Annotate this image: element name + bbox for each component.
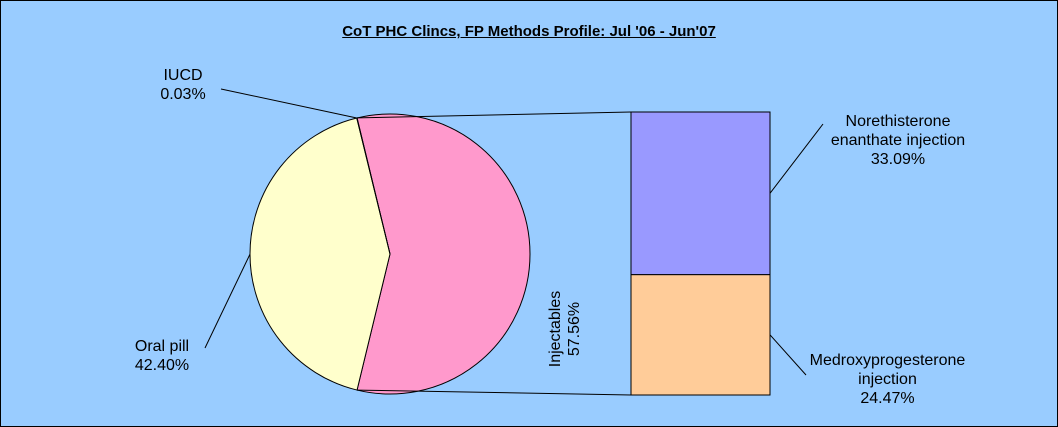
slice-label: Oral pill 42.40% xyxy=(102,337,222,375)
slice-label: IUCD 0.03% xyxy=(143,66,223,104)
leader-line xyxy=(357,111,632,119)
bar-label: Medroxyprogesterone injection 24.47% xyxy=(800,351,975,408)
bar-segment xyxy=(630,111,771,276)
label-line: 24.47% xyxy=(860,390,915,407)
label-line: 57.56% xyxy=(566,301,583,357)
leader-line xyxy=(204,253,251,349)
label-line: IUCD xyxy=(163,67,203,84)
label-line: Medroxyprogesterone injection xyxy=(809,352,966,388)
label-line: Injectables xyxy=(547,290,564,368)
label-line: 42.40% xyxy=(134,357,190,374)
label-line: 33.09% xyxy=(870,151,926,168)
chart-title: CoT PHC Clincs, FP Methods Profile: Jul … xyxy=(342,23,716,40)
pie-slice xyxy=(356,113,531,395)
slice-label: Injectables 57.56% xyxy=(546,284,584,374)
bar-segment xyxy=(630,274,771,396)
bar-label: Norethisterone enanthate injection 33.09% xyxy=(812,112,984,169)
leader-line xyxy=(220,88,357,119)
leader-line xyxy=(357,389,632,396)
leader-line xyxy=(769,334,807,376)
label-line: Norethisterone enanthate injection xyxy=(830,113,966,149)
label-line: Oral pill xyxy=(134,338,190,355)
leader-line xyxy=(769,123,824,194)
label-line: 0.03% xyxy=(160,86,206,103)
